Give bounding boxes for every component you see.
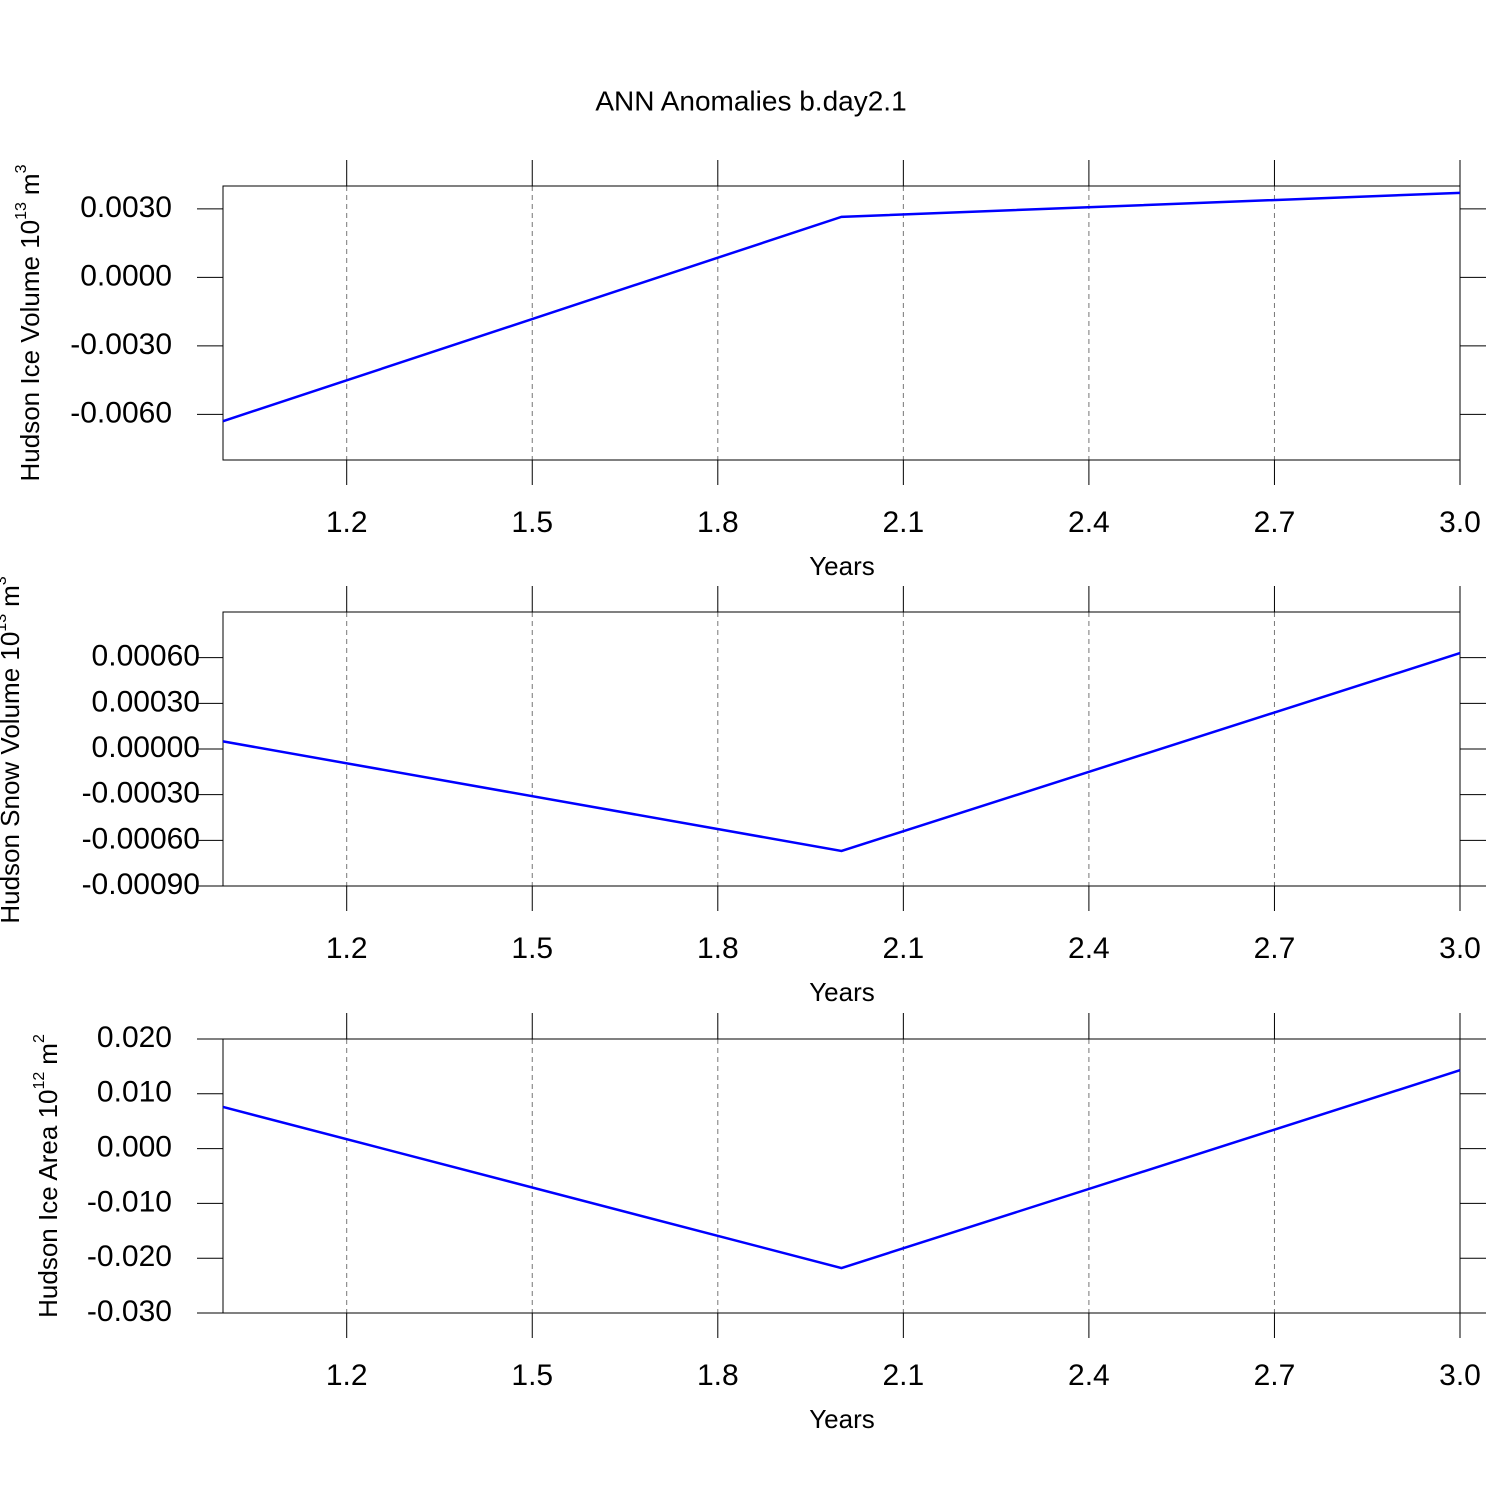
y-axis-label-base: Hudson Snow Volume 10 xyxy=(0,632,25,924)
x-tick-label: 2.1 xyxy=(882,506,924,539)
x-tick-label: 2.1 xyxy=(882,1359,924,1392)
y-tick-label: -0.00090 xyxy=(82,868,200,901)
x-tick-label: 1.8 xyxy=(697,932,739,965)
data-line xyxy=(222,651,1461,853)
y-axis-label-exponent: 13 xyxy=(13,202,30,220)
x-tick-label: 3.0 xyxy=(1439,506,1481,539)
x-tick-label: 3.0 xyxy=(1439,932,1481,965)
x-tick-label: 2.1 xyxy=(882,932,924,965)
plot-frame xyxy=(222,185,1461,461)
y-tick-label: -0.020 xyxy=(87,1240,172,1273)
x-axis-label: Years xyxy=(809,977,875,1007)
x-tick-label: 2.7 xyxy=(1254,932,1296,965)
y-axis-label-unit: m xyxy=(33,1043,63,1065)
y-tick-label: 0.00000 xyxy=(92,731,200,764)
x-tick-label: 1.2 xyxy=(326,506,368,539)
x-tick-label: 3.0 xyxy=(1439,1359,1481,1392)
y-tick-label: -0.0060 xyxy=(70,396,172,429)
data-line xyxy=(222,191,1461,423)
x-tick-label: 2.4 xyxy=(1068,506,1110,539)
plot-frame xyxy=(222,611,1461,887)
x-tick-label: 2.4 xyxy=(1068,932,1110,965)
y-axis-label-exponent: 13 xyxy=(0,614,10,632)
data-line xyxy=(222,1069,1461,1270)
y-axis-label-unit-exponent: 2 xyxy=(31,1034,48,1043)
y-tick-label: -0.010 xyxy=(87,1185,172,1218)
x-tick-label: 1.5 xyxy=(511,932,553,965)
x-tick-label: 1.5 xyxy=(511,506,553,539)
plot-frame xyxy=(222,1038,1461,1314)
y-axis-label-exponent: 12 xyxy=(31,1072,48,1090)
y-tick-label: 0.020 xyxy=(97,1021,172,1054)
figure-title: ANN Anomalies b.day2.1 xyxy=(595,85,906,116)
x-tick-label: 1.5 xyxy=(511,1359,553,1392)
y-tick-label: -0.00030 xyxy=(82,777,200,810)
y-tick-label: 0.00060 xyxy=(92,640,200,673)
y-axis-label-unit: m xyxy=(0,585,25,607)
x-axis-label: Years xyxy=(809,551,875,581)
x-tick-label: 2.4 xyxy=(1068,1359,1110,1392)
x-tick-label: 1.8 xyxy=(697,1359,739,1392)
x-tick-label: 1.8 xyxy=(697,506,739,539)
y-axis-label-unit-exponent: 3 xyxy=(13,164,30,173)
y-axis-label-unit: m xyxy=(15,173,45,195)
y-axis-label-unit-exponent: 3 xyxy=(0,576,10,585)
y-axis-label-base: Hudson Ice Volume 10 xyxy=(15,220,45,482)
x-tick-label: 2.7 xyxy=(1254,1359,1296,1392)
y-tick-label: 0.00030 xyxy=(92,685,200,718)
x-axis-label: Years xyxy=(809,1404,875,1434)
y-tick-label: -0.0030 xyxy=(70,328,172,361)
x-tick-label: 1.2 xyxy=(326,932,368,965)
x-tick-label: 2.7 xyxy=(1254,506,1296,539)
y-axis-label: Hudson Snow Volume 1013 m3 xyxy=(0,576,25,923)
x-tick-label: 1.2 xyxy=(326,1359,368,1392)
y-tick-label: 0.0030 xyxy=(80,191,172,224)
y-axis-label: Hudson Ice Volume 1013 m3 xyxy=(13,164,45,481)
y-tick-label: 0.000 xyxy=(97,1131,172,1164)
y-tick-label: 0.0000 xyxy=(80,259,172,292)
y-tick-label: -0.030 xyxy=(87,1295,172,1328)
y-tick-label: 0.010 xyxy=(97,1076,172,1109)
y-tick-label: -0.00060 xyxy=(82,822,200,855)
y-axis-label-base: Hudson Ice Area 10 xyxy=(33,1089,63,1317)
y-axis-label: Hudson Ice Area 1012 m2 xyxy=(31,1034,63,1318)
